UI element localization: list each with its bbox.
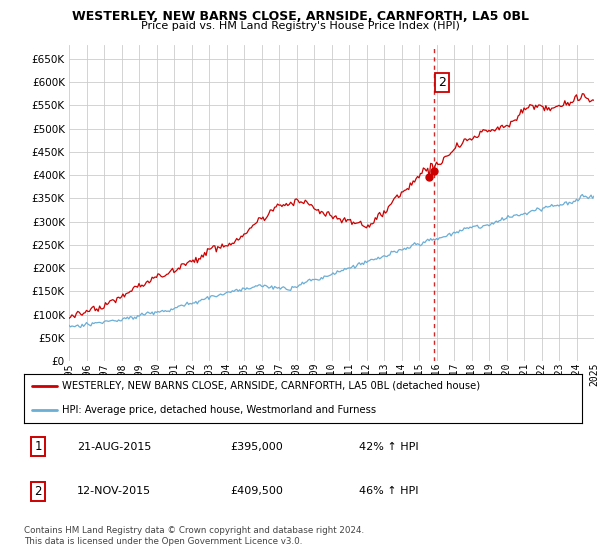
Text: £409,500: £409,500 bbox=[230, 487, 283, 496]
Text: Contains HM Land Registry data © Crown copyright and database right 2024.
This d: Contains HM Land Registry data © Crown c… bbox=[24, 526, 364, 546]
Text: WESTERLEY, NEW BARNS CLOSE, ARNSIDE, CARNFORTH, LA5 0BL: WESTERLEY, NEW BARNS CLOSE, ARNSIDE, CAR… bbox=[71, 10, 529, 23]
Text: 1: 1 bbox=[34, 440, 42, 453]
Text: £395,000: £395,000 bbox=[230, 442, 283, 451]
Text: HPI: Average price, detached house, Westmorland and Furness: HPI: Average price, detached house, West… bbox=[62, 405, 376, 416]
Text: 21-AUG-2015: 21-AUG-2015 bbox=[77, 442, 151, 451]
Text: 46% ↑ HPI: 46% ↑ HPI bbox=[359, 487, 418, 496]
Text: 2: 2 bbox=[438, 76, 446, 89]
Text: 2: 2 bbox=[34, 485, 42, 498]
Text: 12-NOV-2015: 12-NOV-2015 bbox=[77, 487, 151, 496]
Text: Price paid vs. HM Land Registry's House Price Index (HPI): Price paid vs. HM Land Registry's House … bbox=[140, 21, 460, 31]
Text: WESTERLEY, NEW BARNS CLOSE, ARNSIDE, CARNFORTH, LA5 0BL (detached house): WESTERLEY, NEW BARNS CLOSE, ARNSIDE, CAR… bbox=[62, 381, 480, 391]
Text: 42% ↑ HPI: 42% ↑ HPI bbox=[359, 442, 418, 451]
